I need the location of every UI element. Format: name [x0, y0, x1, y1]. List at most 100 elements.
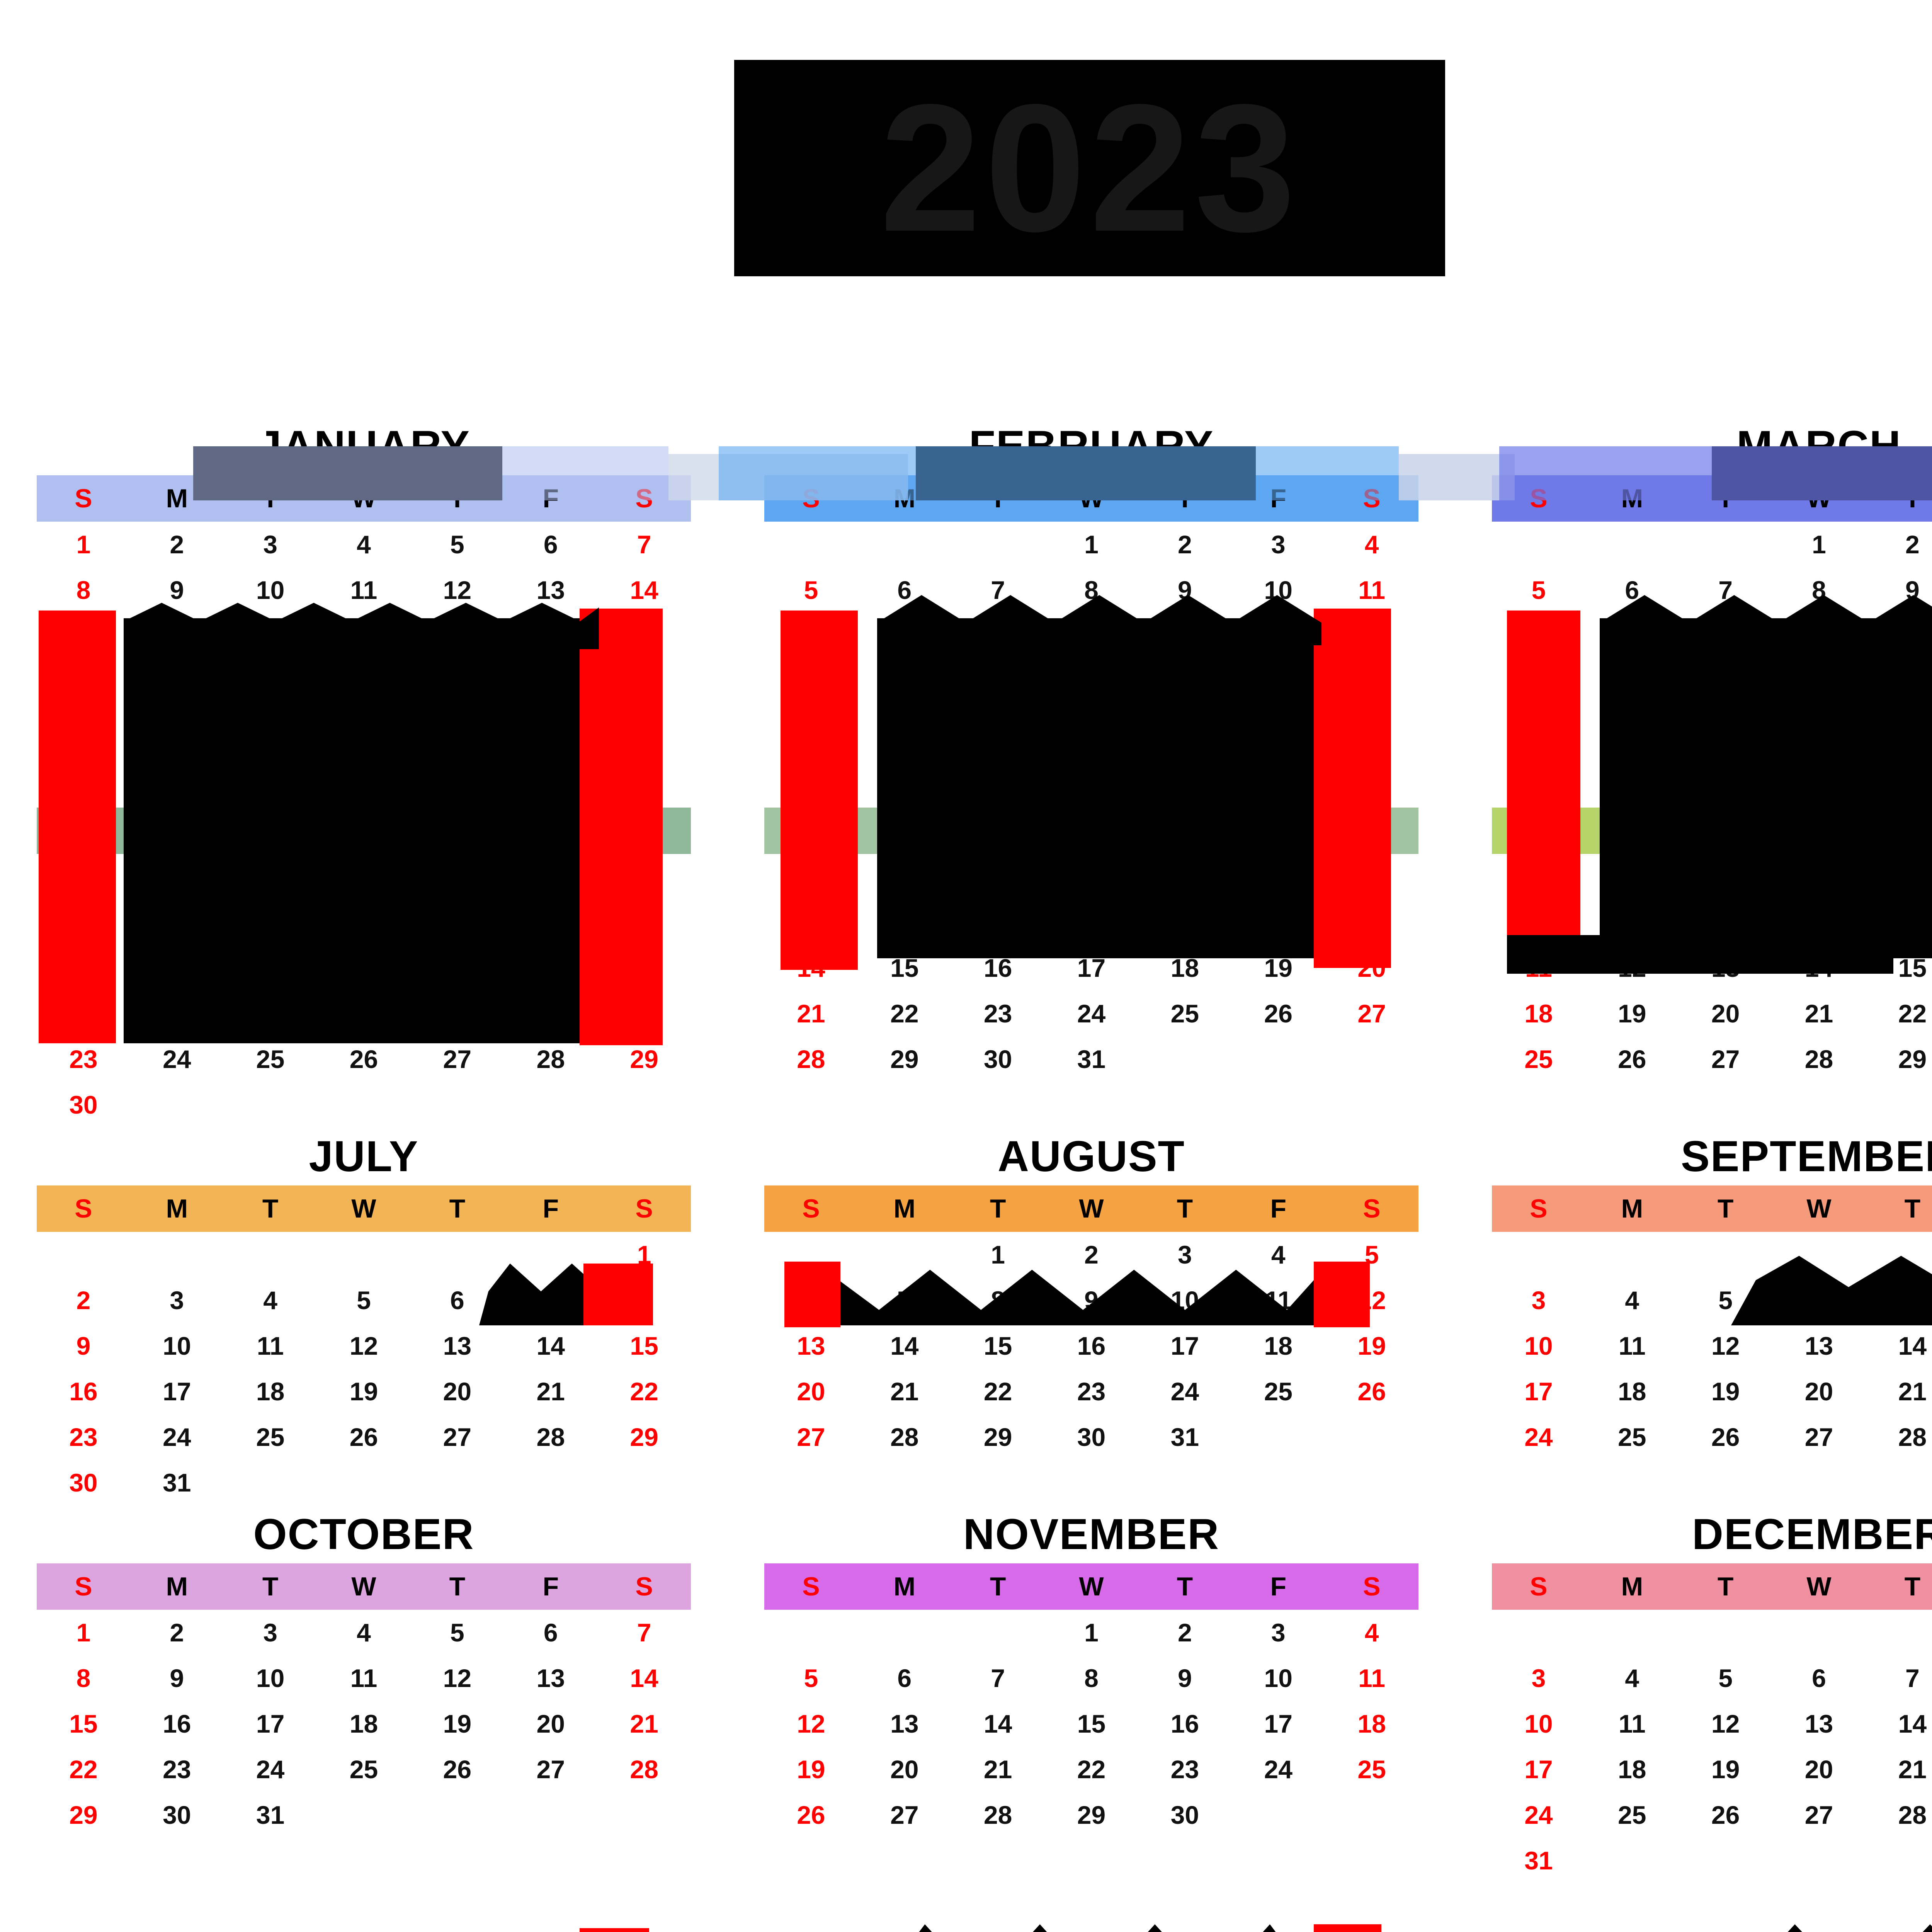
day-cell[interactable]: 3: [1531, 1286, 1546, 1315]
day-cell[interactable]: 9: [1177, 1664, 1192, 1692]
day-cell[interactable]: 19: [349, 1377, 378, 1406]
day-cell[interactable]: 6: [543, 530, 558, 559]
day-cell[interactable]: 9: [170, 1664, 184, 1692]
day-cell[interactable]: 25: [256, 1423, 285, 1451]
day-cell[interactable]: 29: [630, 1045, 658, 1073]
day-cell[interactable]: 8: [76, 1664, 91, 1692]
day-cell[interactable]: 21: [797, 999, 825, 1028]
day-cell[interactable]: 27: [1711, 1045, 1740, 1073]
day-cell[interactable]: 2: [1905, 530, 1920, 559]
day-cell[interactable]: 4: [1271, 1240, 1286, 1269]
day-cell[interactable]: 21: [536, 1377, 565, 1406]
day-cell[interactable]: 24: [1170, 1377, 1199, 1406]
day-cell[interactable]: 11: [350, 576, 378, 604]
day-cell[interactable]: 14: [630, 576, 658, 604]
day-cell[interactable]: 10: [1524, 1709, 1553, 1738]
day-cell[interactable]: 21: [1898, 1755, 1927, 1784]
day-cell[interactable]: 29: [983, 1423, 1012, 1451]
day-cell[interactable]: 12: [349, 1332, 378, 1360]
day-cell[interactable]: 11: [1618, 1709, 1646, 1738]
day-cell[interactable]: 25: [1618, 1423, 1646, 1451]
day-cell[interactable]: 27: [890, 1801, 919, 1829]
day-cell[interactable]: 5: [450, 530, 464, 559]
day-cell[interactable]: 28: [890, 1423, 919, 1451]
day-cell[interactable]: 5: [357, 1286, 371, 1315]
day-cell[interactable]: 30: [163, 1801, 191, 1829]
day-cell[interactable]: 27: [1357, 999, 1386, 1028]
day-cell[interactable]: 19: [1711, 1377, 1740, 1406]
day-cell[interactable]: 10: [256, 576, 285, 604]
day-cell[interactable]: 10: [1524, 1332, 1553, 1360]
day-cell[interactable]: 10: [163, 1332, 191, 1360]
day-cell[interactable]: 12: [1711, 1332, 1740, 1360]
day-cell[interactable]: 13: [1804, 1709, 1833, 1738]
day-cell[interactable]: 8: [1084, 1664, 1099, 1692]
day-cell[interactable]: 17: [1170, 1332, 1199, 1360]
day-cell[interactable]: 31: [1170, 1423, 1199, 1451]
day-cell[interactable]: 25: [1170, 999, 1199, 1028]
day-cell[interactable]: 2: [76, 1286, 91, 1315]
day-cell[interactable]: 14: [630, 1664, 658, 1692]
day-cell[interactable]: 4: [357, 530, 371, 559]
day-cell[interactable]: 27: [1804, 1423, 1833, 1451]
day-cell[interactable]: 1: [1084, 530, 1099, 559]
day-cell[interactable]: 29: [1077, 1801, 1106, 1829]
day-cell[interactable]: 30: [983, 1045, 1012, 1073]
day-cell[interactable]: 21: [630, 1709, 658, 1738]
day-cell[interactable]: 17: [1264, 1709, 1293, 1738]
day-cell[interactable]: 26: [1264, 999, 1293, 1028]
day-cell[interactable]: 5: [804, 1664, 818, 1692]
day-cell[interactable]: 20: [1804, 1377, 1833, 1406]
day-cell[interactable]: 29: [1898, 1045, 1927, 1073]
day-cell[interactable]: 16: [1077, 1332, 1106, 1360]
day-cell[interactable]: 25: [1618, 1801, 1646, 1829]
day-cell[interactable]: 24: [1524, 1423, 1553, 1451]
day-cell[interactable]: 28: [536, 1045, 565, 1073]
day-cell[interactable]: 11: [257, 1332, 284, 1360]
day-cell[interactable]: 17: [1524, 1755, 1553, 1784]
day-cell[interactable]: 28: [1898, 1801, 1927, 1829]
day-cell[interactable]: 1: [991, 1240, 1005, 1269]
day-cell[interactable]: 5: [1718, 1664, 1733, 1692]
day-cell[interactable]: 18: [1618, 1377, 1646, 1406]
day-cell[interactable]: 26: [443, 1755, 472, 1784]
day-cell[interactable]: 7: [637, 1618, 651, 1647]
day-cell[interactable]: 20: [797, 1377, 825, 1406]
day-cell[interactable]: 15: [630, 1332, 658, 1360]
day-cell[interactable]: 31: [256, 1801, 285, 1829]
day-cell[interactable]: 13: [797, 1332, 825, 1360]
day-cell[interactable]: 26: [1711, 1801, 1740, 1829]
day-cell[interactable]: 19: [1711, 1755, 1740, 1784]
day-cell[interactable]: 27: [1804, 1801, 1833, 1829]
day-cell[interactable]: 14: [536, 1332, 565, 1360]
day-cell[interactable]: 25: [349, 1755, 378, 1784]
day-cell[interactable]: 22: [1898, 999, 1927, 1028]
day-cell[interactable]: 13: [1804, 1332, 1833, 1360]
day-cell[interactable]: 5: [804, 576, 818, 604]
day-cell[interactable]: 23: [163, 1755, 191, 1784]
day-cell[interactable]: 29: [69, 1801, 98, 1829]
day-cell[interactable]: 27: [797, 1423, 825, 1451]
day-cell[interactable]: 22: [69, 1755, 98, 1784]
day-cell[interactable]: 26: [349, 1423, 378, 1451]
day-cell[interactable]: 26: [1357, 1377, 1386, 1406]
day-cell[interactable]: 9: [170, 576, 184, 604]
day-cell[interactable]: 13: [443, 1332, 472, 1360]
day-cell[interactable]: 26: [1711, 1423, 1740, 1451]
day-cell[interactable]: 13: [536, 576, 565, 604]
day-cell[interactable]: 27: [443, 1045, 472, 1073]
day-cell[interactable]: 26: [797, 1801, 825, 1829]
day-cell[interactable]: 11: [1618, 1332, 1646, 1360]
day-cell[interactable]: 22: [890, 999, 919, 1028]
day-cell[interactable]: 27: [443, 1423, 472, 1451]
day-cell[interactable]: 20: [890, 1755, 919, 1784]
day-cell[interactable]: 19: [1618, 999, 1646, 1028]
day-cell[interactable]: 24: [1524, 1801, 1553, 1829]
day-cell[interactable]: 24: [1077, 999, 1106, 1028]
day-cell[interactable]: 7: [991, 1664, 1005, 1692]
day-cell[interactable]: 4: [263, 1286, 277, 1315]
day-cell[interactable]: 25: [1524, 1045, 1553, 1073]
day-cell[interactable]: 20: [1711, 999, 1740, 1028]
day-cell[interactable]: 1: [76, 530, 91, 559]
day-cell[interactable]: 29: [630, 1423, 658, 1451]
